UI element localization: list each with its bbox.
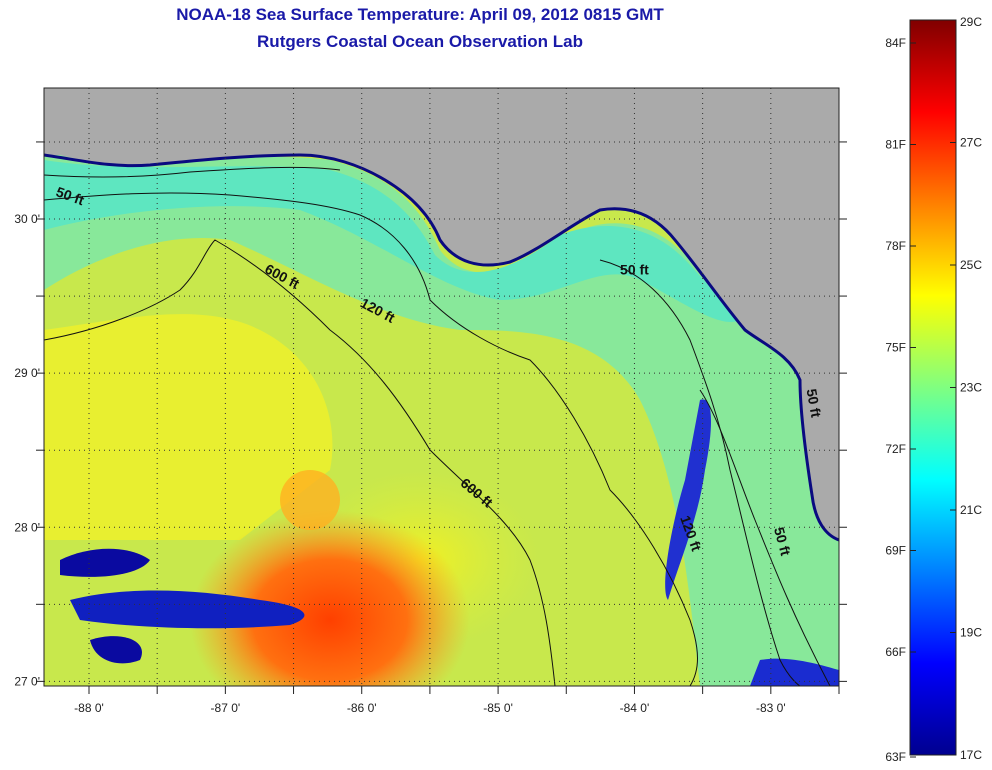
lon-tick-label: -85 0' xyxy=(483,701,513,715)
lat-tick-label: 30 0' xyxy=(14,212,40,226)
shelf-coolest-water xyxy=(44,160,740,322)
shelf-cool-water xyxy=(44,150,839,686)
colorbar-label-celsius: 29C xyxy=(960,15,982,29)
map-frame xyxy=(43,87,840,687)
lat-tick-label: 27 0' xyxy=(14,674,40,688)
cloud-streak xyxy=(665,399,712,600)
lat-tick-label: 28 0' xyxy=(14,520,40,534)
depth-contour-label: 50 ft xyxy=(804,388,825,419)
colorbar-label-celsius: 19C xyxy=(960,626,982,640)
contour-600ft xyxy=(44,239,556,686)
colorbar-label-celsius: 17C xyxy=(960,748,982,762)
lon-tick-label: -86 0' xyxy=(347,701,377,715)
colorbar-label-celsius: 27C xyxy=(960,136,982,150)
land-mass xyxy=(44,88,839,540)
coastline xyxy=(44,153,839,542)
lat-tick-label: 29 0' xyxy=(14,366,40,380)
depth-contour-label: 50 ft xyxy=(771,525,794,557)
colorbar-label-fahrenheit: 78F xyxy=(885,239,906,253)
contour-50ft-east xyxy=(699,389,831,686)
lon-tick-label: -87 0' xyxy=(211,701,241,715)
colorbar-label-fahrenheit: 66F xyxy=(885,645,906,659)
yellow-warm-zone xyxy=(44,314,333,540)
lon-tick-label: -88 0' xyxy=(74,701,104,715)
colorbar-label-celsius: 25C xyxy=(960,258,982,272)
cloud-patch xyxy=(90,636,142,664)
colorbar-label-fahrenheit: 81F xyxy=(885,138,906,152)
colorbar-label-fahrenheit: 72F xyxy=(885,442,906,456)
colorbar-label-celsius: 21C xyxy=(960,503,982,517)
colorbar-label-fahrenheit: 75F xyxy=(885,341,906,355)
warm-eddy xyxy=(190,510,470,686)
depth-contour-label: 50 ft xyxy=(620,261,649,277)
colorbar-labels: 84F 81F 78F 75F 72F 69F 66F 63F 29C 27C 25C 23C 21C 1… xyxy=(885,15,982,764)
warm-patch xyxy=(280,470,340,530)
colorbar-label-fahrenheit: 69F xyxy=(885,544,906,558)
lon-tick-label: -84 0' xyxy=(620,701,650,715)
axis-ticks: -88 0' -87 0' -86 0' -85 0' -84 0' -83 0' 27 0… xyxy=(14,141,847,715)
chart-subtitle: Rutgers Coastal Ocean Observation Lab xyxy=(257,32,583,51)
colorbar-label-fahrenheit: 63F xyxy=(885,750,906,764)
contour-120ft xyxy=(44,192,698,686)
colorbar-label-fahrenheit: 84F xyxy=(885,36,906,50)
colorbar xyxy=(909,19,957,756)
cloud-patch xyxy=(70,590,305,629)
chart-title: NOAA-18 Sea Surface Temperature: April 0… xyxy=(176,5,664,24)
cloud-patch xyxy=(60,548,150,577)
contour-50ft-west xyxy=(44,166,341,178)
contour-50ft xyxy=(599,259,801,686)
cloud-patch xyxy=(750,658,839,686)
lon-tick-label: -83 0' xyxy=(756,701,786,715)
colorbar-label-celsius: 23C xyxy=(960,381,982,395)
